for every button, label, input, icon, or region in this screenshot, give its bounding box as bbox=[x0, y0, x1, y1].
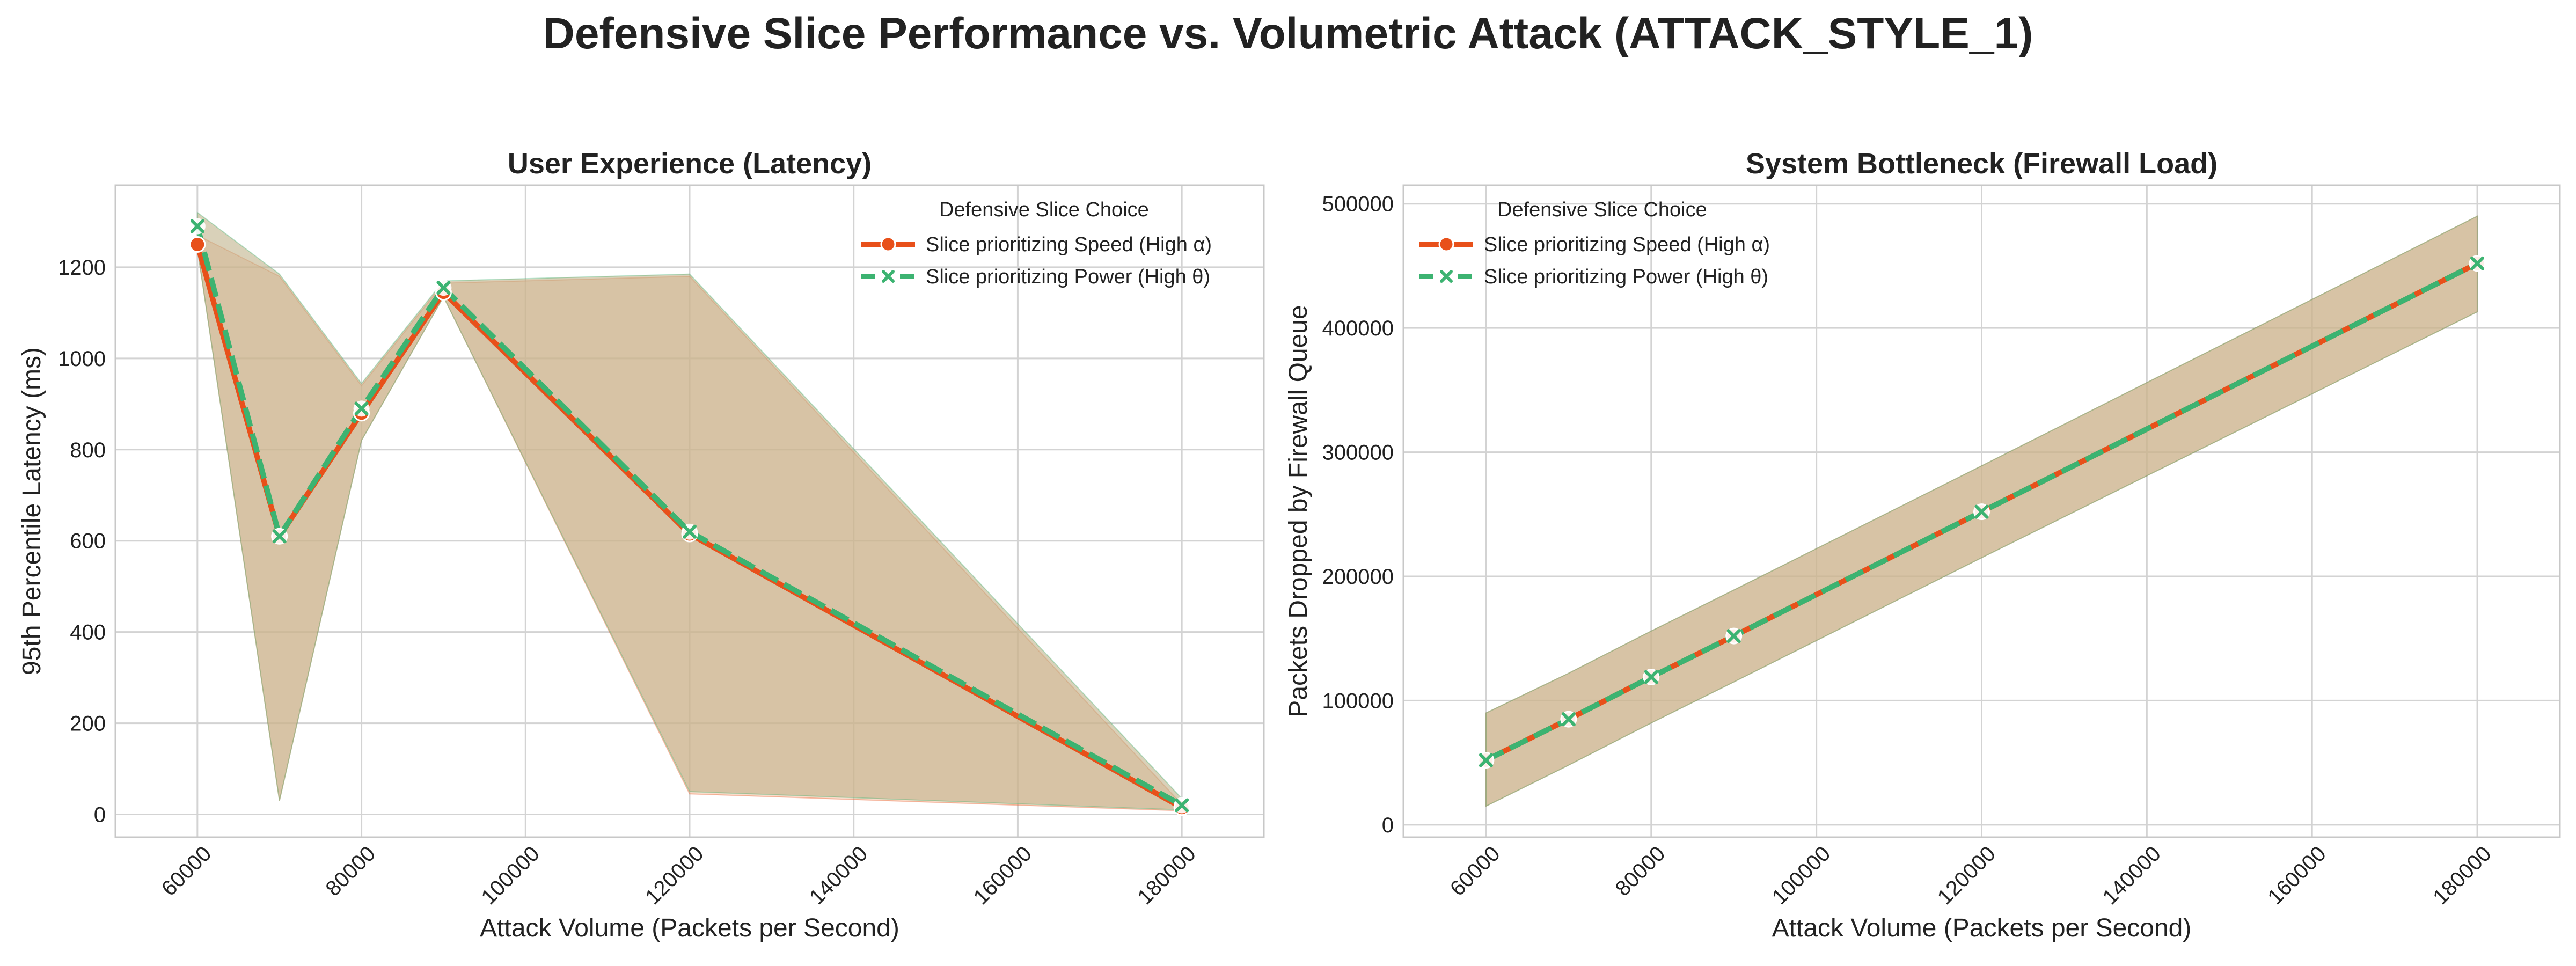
legend-entry-label: Slice prioritizing Power (High θ) bbox=[1484, 266, 1768, 288]
data-point bbox=[2469, 255, 2486, 272]
y-tick-label: 0 bbox=[94, 803, 106, 827]
y-tick-label: 500000 bbox=[1322, 193, 1394, 216]
y-axis-label: 95th Percentile Latency (ms) bbox=[18, 347, 46, 675]
data-point bbox=[189, 236, 206, 253]
y-tick-label: 0 bbox=[1382, 814, 1394, 837]
legend-entry-label: Slice prioritizing Speed (High α) bbox=[1484, 233, 1770, 256]
data-point-x bbox=[272, 529, 287, 544]
legend-marker bbox=[880, 236, 896, 252]
legend-marker bbox=[1440, 270, 1453, 283]
y-tick-label: 200000 bbox=[1322, 565, 1394, 589]
legend-title: Defensive Slice Choice bbox=[939, 199, 1149, 221]
data-point-x bbox=[1479, 753, 1493, 767]
y-tick-label: 200 bbox=[70, 712, 106, 736]
legend-marker bbox=[1438, 236, 1454, 252]
x-axis-label: Attack Volume (Packets per Second) bbox=[480, 914, 899, 942]
data-point bbox=[1560, 711, 1577, 728]
data-point-x bbox=[2470, 256, 2485, 270]
plot-frame bbox=[114, 184, 1265, 838]
data-point-x bbox=[1644, 670, 1658, 684]
y-tick-label: 100000 bbox=[1322, 689, 1394, 713]
y-tick-label: 400 bbox=[70, 621, 106, 645]
y-tick-label: 400000 bbox=[1322, 317, 1394, 340]
data-point-x bbox=[436, 281, 451, 295]
data-point bbox=[1973, 503, 1990, 520]
y-axis-label: Packets Dropped by Firewall Queue bbox=[1284, 305, 1313, 717]
legend-title: Defensive Slice Choice bbox=[1497, 199, 1707, 221]
y-tick-label: 1200 bbox=[58, 256, 106, 280]
legend: Defensive Slice Choice Slice prioritizing… bbox=[1419, 199, 1770, 288]
legend-entry-label: Slice prioritizing Speed (High α) bbox=[926, 233, 1212, 256]
data-point bbox=[271, 528, 288, 545]
data-point bbox=[1725, 628, 1742, 645]
chart-title: User Experience (Latency) bbox=[508, 148, 872, 180]
y-tick-label: 1000 bbox=[58, 347, 106, 371]
data-point-x bbox=[1175, 798, 1189, 813]
data-point bbox=[435, 280, 452, 296]
data-point-x bbox=[1561, 712, 1576, 727]
series-line bbox=[1484, 261, 2479, 763]
firewall-load-chart-panel: 60000 80000 100000 120000 140000 160000 180000… bbox=[1284, 148, 2561, 942]
data-point bbox=[682, 523, 698, 540]
figure-title: Defensive Slice Performance vs. Volumetr… bbox=[543, 9, 2033, 58]
data-point bbox=[1174, 797, 1190, 814]
legend-marker bbox=[882, 270, 895, 283]
data-point-x bbox=[1974, 504, 1989, 519]
data-point-x bbox=[1726, 629, 1741, 643]
data-point-x bbox=[354, 401, 369, 416]
latency-chart-panel: 60000 80000 100000 120000 140000 160000 180000… bbox=[18, 148, 1265, 942]
y-tick-label: 800 bbox=[70, 438, 106, 462]
x-axis-label: Attack Volume (Packets per Second) bbox=[1772, 914, 2192, 942]
series-line bbox=[195, 225, 1183, 808]
data-point-x bbox=[190, 219, 204, 233]
y-tick-label: 300000 bbox=[1322, 441, 1394, 465]
y-tick-label: 600 bbox=[70, 530, 106, 553]
data-point bbox=[189, 218, 206, 235]
legend-entry-label: Slice prioritizing Power (High θ) bbox=[926, 266, 1210, 288]
legend: Defensive Slice Choice Slice prioritizing… bbox=[861, 199, 1212, 288]
chart-title: System Bottleneck (Firewall Load) bbox=[1746, 148, 2218, 180]
plot-frame bbox=[1402, 184, 2561, 838]
data-point bbox=[1477, 752, 1494, 769]
data-point bbox=[1643, 669, 1659, 685]
data-point-x bbox=[683, 524, 697, 539]
data-point bbox=[353, 400, 370, 417]
